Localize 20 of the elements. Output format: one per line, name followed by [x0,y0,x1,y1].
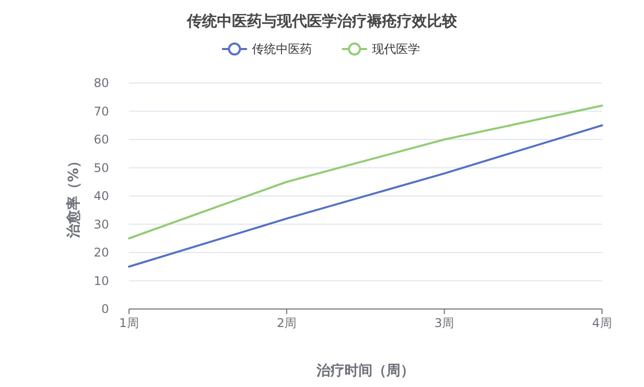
x-axis-title: 治疗时间（周） [316,362,414,379]
y-tick-label: 20 [94,246,109,260]
line-series [128,104,603,240]
x-tick-label: 3周 [434,316,454,330]
legend-label: 现代医学 [372,42,420,56]
y-tick-label: 0 [101,302,109,316]
chart-title: 传统中医药与现代医学治疗褥疮疗效比较 [186,12,458,30]
x-tick-label: 1周 [119,316,139,330]
legend-label: 传统中医药 [252,42,312,56]
y-tick-label: 80 [94,76,109,90]
line-series [128,124,603,268]
x-tick-label: 4周 [592,316,612,330]
y-tick-label: 50 [94,160,109,175]
x-tick-label: 2周 [276,316,296,330]
y-tick-label: 30 [94,217,109,232]
y-tick-label: 40 [94,189,109,203]
y-axis-title: 治愈率（%） [65,154,82,240]
y-tick-label: 10 [94,274,109,288]
y-tick-label: 70 [94,104,109,118]
y-tick-label: 60 [94,132,109,146]
